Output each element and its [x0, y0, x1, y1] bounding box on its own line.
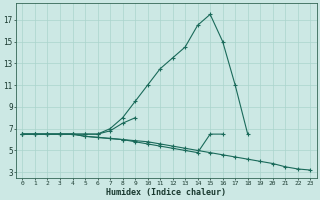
X-axis label: Humidex (Indice chaleur): Humidex (Indice chaleur): [106, 188, 226, 197]
